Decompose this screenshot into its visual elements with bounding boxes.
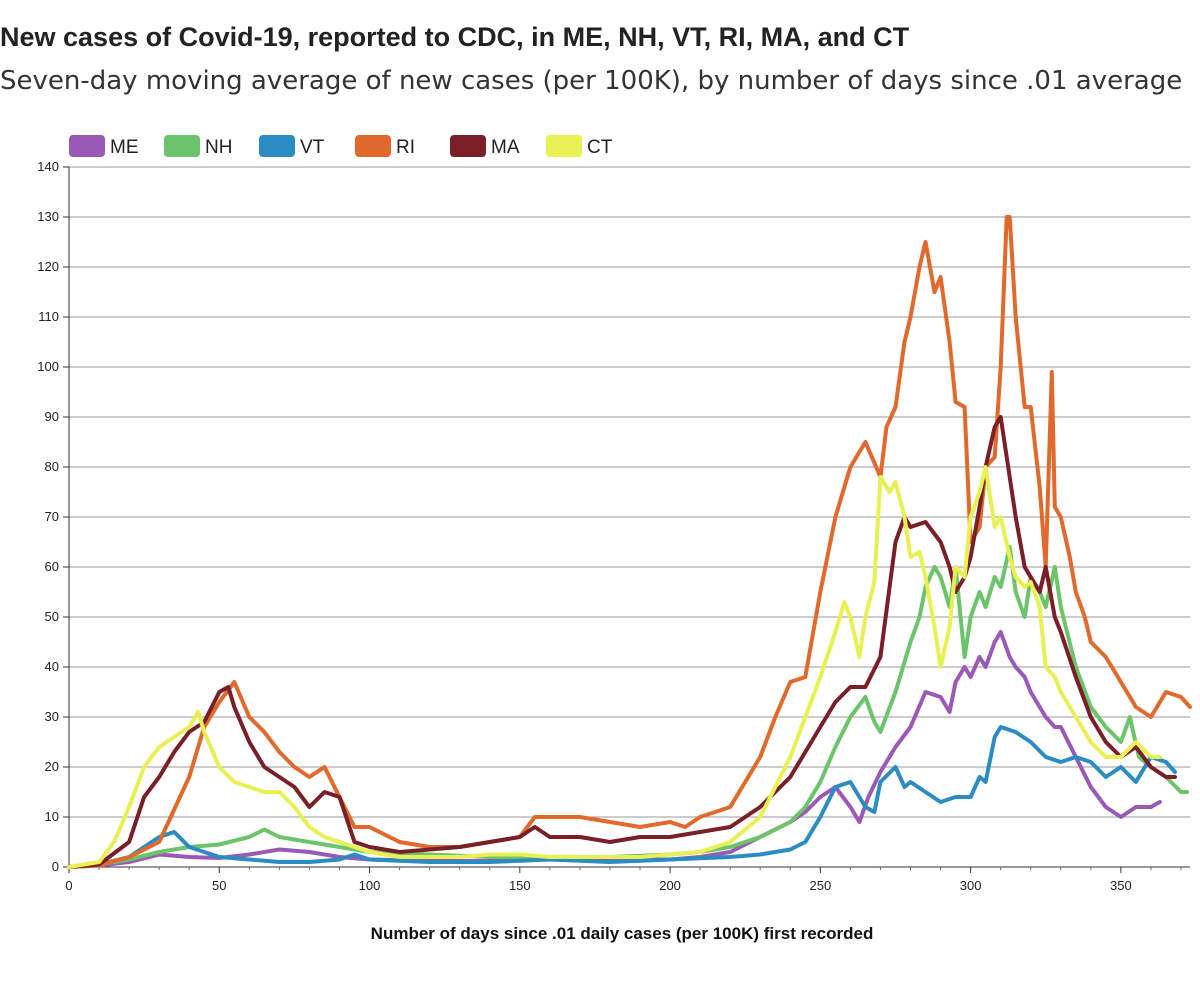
legend-label-ma: MA bbox=[491, 137, 520, 158]
x-axis-title: Number of days since .01 daily cases (pe… bbox=[371, 924, 874, 943]
legend-label-me: ME bbox=[110, 137, 139, 158]
y-tick-label: 0 bbox=[52, 859, 59, 874]
y-tick-label: 60 bbox=[45, 559, 59, 574]
series-line-ma bbox=[67, 415, 1177, 869]
legend-swatch-ri bbox=[355, 135, 391, 157]
series-lines bbox=[67, 215, 1192, 869]
x-tick-label: 350 bbox=[1110, 878, 1132, 893]
legend-label-vt: VT bbox=[300, 137, 325, 158]
legend-swatch-vt bbox=[259, 135, 295, 157]
y-tick-label: 30 bbox=[45, 709, 59, 724]
y-tick-label: 40 bbox=[45, 659, 59, 674]
legend-swatch-me bbox=[69, 135, 105, 157]
series-line-me bbox=[67, 630, 1162, 869]
x-tick-label: 300 bbox=[960, 878, 982, 893]
y-tick-label: 10 bbox=[45, 809, 59, 824]
legend-label-ri: RI bbox=[396, 137, 415, 158]
y-tick-label: 120 bbox=[37, 259, 59, 274]
series-line-nh bbox=[67, 545, 1189, 869]
series-line-ct bbox=[67, 465, 1162, 869]
x-tick-label: 150 bbox=[509, 878, 531, 893]
legend-swatch-ct bbox=[546, 135, 582, 157]
legend-label-ct: CT bbox=[587, 137, 613, 158]
y-tick-label: 70 bbox=[45, 509, 59, 524]
series-line-vt bbox=[67, 725, 1177, 869]
chart-title: New cases of Covid-19, reported to CDC, … bbox=[0, 22, 910, 52]
x-tick-label: 250 bbox=[809, 878, 831, 893]
legend: ME NH VT RI MA CT bbox=[69, 135, 613, 158]
x-tick-label: 50 bbox=[212, 878, 226, 893]
x-tick-label: 200 bbox=[659, 878, 681, 893]
y-tick-label: 100 bbox=[37, 359, 59, 374]
y-tick-label: 50 bbox=[45, 609, 59, 624]
legend-swatch-ma bbox=[450, 135, 486, 157]
y-tick-label: 80 bbox=[45, 459, 59, 474]
y-tick-label: 140 bbox=[37, 159, 59, 174]
y-tick-label: 110 bbox=[38, 309, 59, 324]
x-tick-label: 0 bbox=[65, 878, 72, 893]
y-tick-label: 90 bbox=[45, 409, 59, 424]
x-tick-label: 100 bbox=[359, 878, 381, 893]
legend-swatch-nh bbox=[164, 135, 200, 157]
y-tick-label: 130 bbox=[37, 209, 59, 224]
series-line-ri bbox=[67, 215, 1192, 869]
chart-subtitle: Seven-day moving average of new cases (p… bbox=[0, 66, 1183, 96]
y-tick-label: 20 bbox=[45, 759, 59, 774]
ticks: 0 10 20 30 40 50 60 70 80 90 100 110 120 130 140 0 50 100… bbox=[37, 159, 1182, 893]
gridlines bbox=[69, 166, 1190, 818]
legend-label-nh: NH bbox=[205, 137, 232, 158]
